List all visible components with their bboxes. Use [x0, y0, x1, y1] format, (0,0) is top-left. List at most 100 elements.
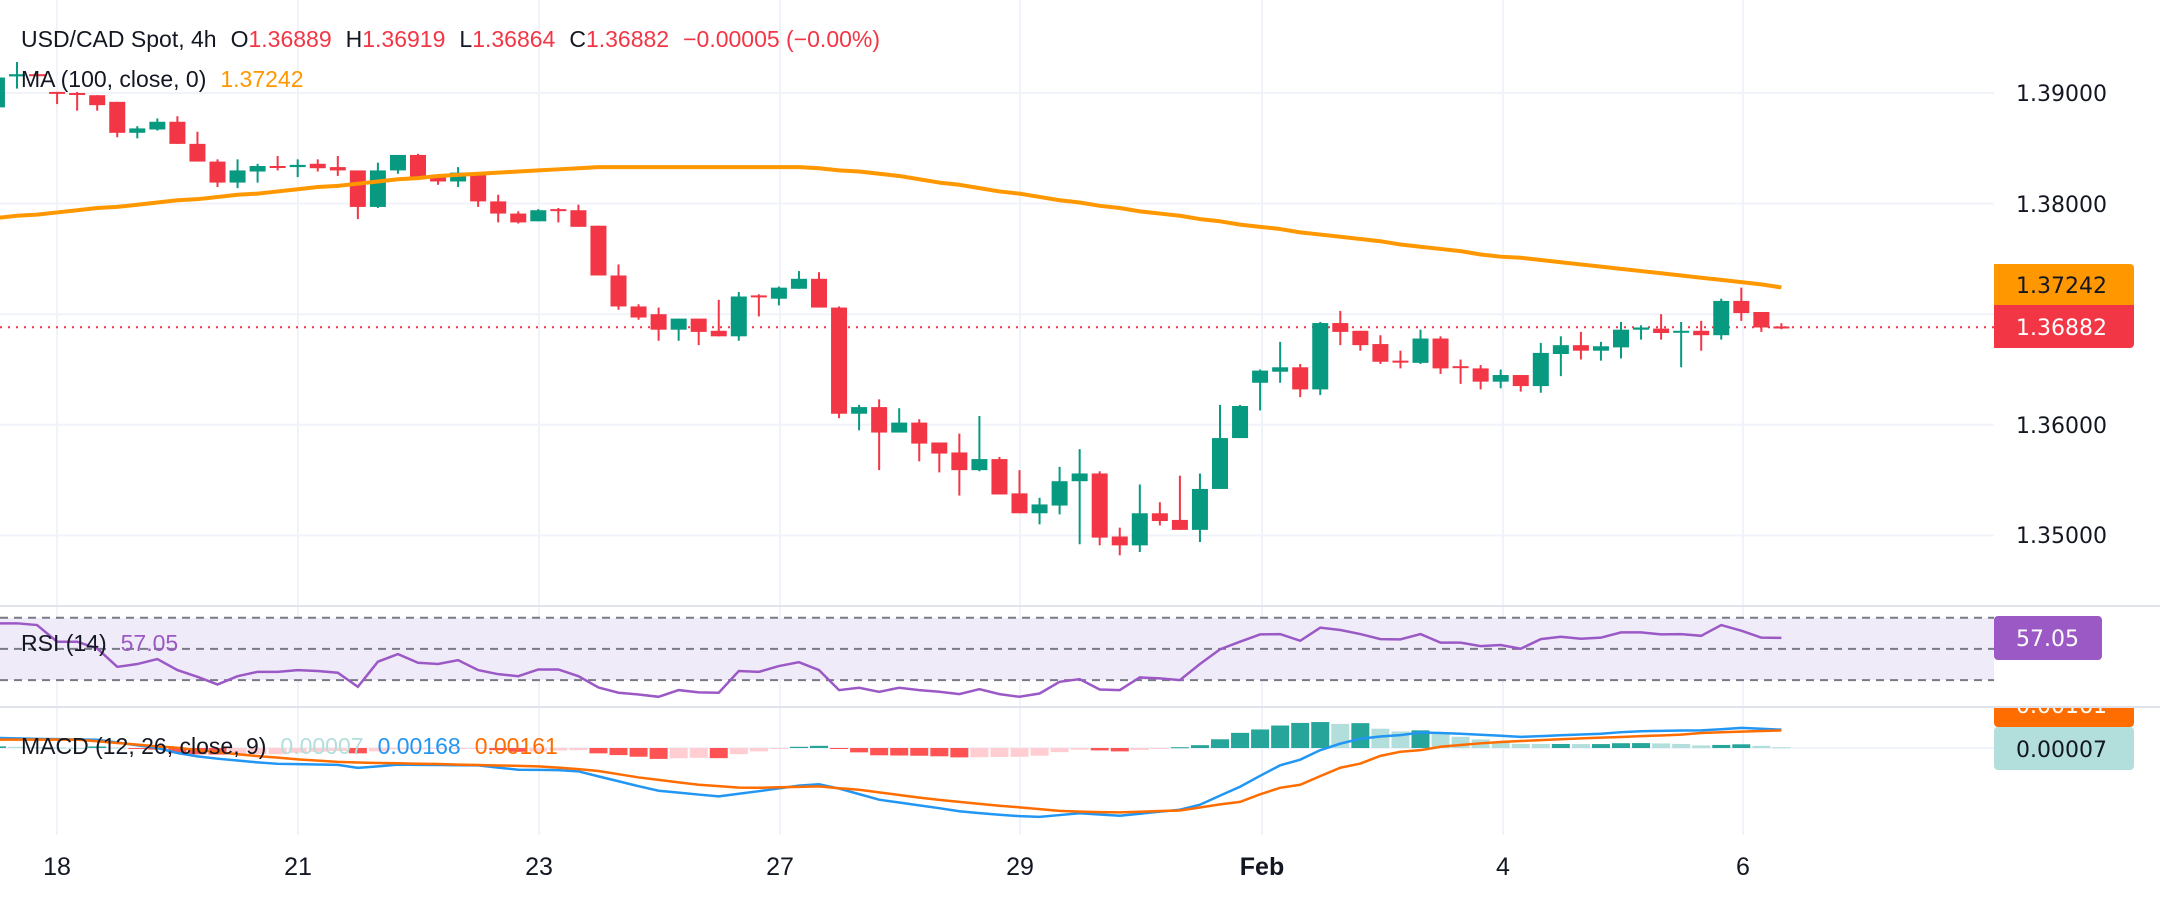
histogram-bar — [1672, 743, 1691, 748]
high-label: H — [345, 26, 363, 52]
candle-body — [389, 154, 406, 171]
macd-legend[interactable]: MACD (12, 26, close, 9) 0.00007 0.00168 … — [21, 733, 572, 760]
candle-body — [690, 318, 707, 332]
candle — [1312, 321, 1329, 395]
candle-wick — [1559, 336, 1562, 377]
candle-body — [1753, 311, 1770, 328]
candle — [670, 318, 687, 341]
candle — [831, 306, 848, 419]
rsi-tag — [1994, 616, 2102, 660]
candle — [1693, 320, 1710, 351]
candle-body — [1151, 513, 1168, 522]
histogram-bar — [569, 748, 588, 751]
histogram-bar — [1311, 722, 1330, 748]
histogram-bar — [1772, 747, 1791, 749]
ma-legend[interactable]: MA (100, close, 0) 1.37242 — [21, 66, 318, 93]
open-value: 1.36889 — [248, 26, 332, 52]
candle — [450, 167, 467, 188]
candle — [1472, 365, 1489, 390]
histogram-bar — [1652, 743, 1671, 748]
histogram-bar — [1351, 723, 1370, 748]
histogram-bar — [1451, 736, 1470, 748]
candle-body — [1091, 473, 1108, 538]
histogram-bar — [749, 748, 768, 752]
candle — [971, 415, 988, 472]
time-label: 6 — [1736, 853, 1750, 881]
candle — [109, 101, 126, 138]
candle-body — [1733, 300, 1750, 314]
candle-wick — [1599, 341, 1602, 361]
candle-wick — [336, 156, 339, 176]
candle-body — [69, 93, 86, 95]
candle — [811, 272, 827, 308]
candle-body — [1272, 367, 1289, 372]
price-axis[interactable]: 1.39000 1.38000 1.36000 1.35000 1.37242 … — [1994, 82, 2134, 770]
candle-body — [750, 295, 767, 298]
histogram-bar — [1411, 730, 1430, 748]
macd-hist-value: 0.00007 — [280, 733, 364, 759]
candle-body — [1171, 519, 1188, 530]
candle-body — [189, 143, 206, 162]
candle — [1252, 369, 1269, 411]
candle — [1633, 325, 1650, 340]
candle-body — [1673, 330, 1690, 333]
histogram-bar — [1371, 728, 1390, 748]
candle-body — [1412, 338, 1429, 363]
symbol-title[interactable]: USD/CAD Spot, 4h — [21, 26, 217, 52]
histogram-bar — [1090, 748, 1109, 751]
histogram-bar — [1271, 725, 1290, 748]
candle — [790, 271, 807, 289]
candle-wick — [276, 156, 279, 171]
candle-body — [1011, 493, 1028, 514]
candle-wick — [76, 91, 79, 111]
price-tick: 1.38000 — [2016, 193, 2107, 218]
histogram-bar — [1010, 748, 1029, 757]
histogram-bar — [1251, 729, 1270, 748]
ohlc-legend: USD/CAD Spot, 4h O1.36889 H1.36919 L1.36… — [21, 26, 894, 53]
signal-tag-text: 0.00161 — [2016, 694, 2107, 719]
ma-legend-value: 1.37242 — [220, 66, 304, 92]
candle — [750, 294, 767, 317]
histogram-bar — [629, 748, 648, 757]
histogram-bar — [1231, 732, 1250, 748]
candle-body — [1432, 338, 1449, 369]
histogram-bar — [850, 748, 869, 753]
candle-body — [991, 459, 1008, 495]
histogram-bar — [1571, 744, 1590, 748]
candle — [410, 153, 426, 180]
candle-body — [650, 314, 667, 330]
candle — [1412, 329, 1429, 364]
histogram-bar — [308, 748, 327, 752]
histogram-bar — [1712, 744, 1731, 748]
candle — [1532, 342, 1549, 393]
candle-body — [1552, 345, 1569, 355]
candle — [1071, 449, 1088, 545]
time-axis[interactable]: 18 21 23 27 29 Feb 4 6 — [43, 853, 1750, 881]
histogram-bar — [48, 747, 67, 749]
candle — [289, 159, 306, 178]
candle — [730, 292, 747, 341]
candle — [1171, 475, 1188, 530]
close-label: C — [569, 26, 586, 52]
candle-wick — [1259, 369, 1262, 411]
candle-body — [530, 210, 547, 222]
candle-body — [450, 172, 467, 182]
time-label: 29 — [1006, 853, 1034, 881]
rsi-legend[interactable]: RSI (14) 57.05 — [21, 630, 192, 657]
candle-body — [891, 422, 908, 433]
candle — [1653, 314, 1670, 340]
time-label: 4 — [1496, 853, 1510, 881]
candle — [1111, 527, 1128, 556]
histogram-bar — [1591, 744, 1610, 748]
candle — [991, 456, 1008, 495]
ma-legend-label: MA (100, close, 0) — [21, 66, 207, 92]
candle-body — [851, 407, 868, 414]
candle — [690, 318, 707, 346]
histogram-bar — [1431, 734, 1450, 748]
candle-body — [931, 442, 948, 454]
candle — [189, 131, 206, 162]
candle — [69, 91, 86, 111]
candle — [389, 154, 406, 174]
candle — [1372, 335, 1389, 364]
